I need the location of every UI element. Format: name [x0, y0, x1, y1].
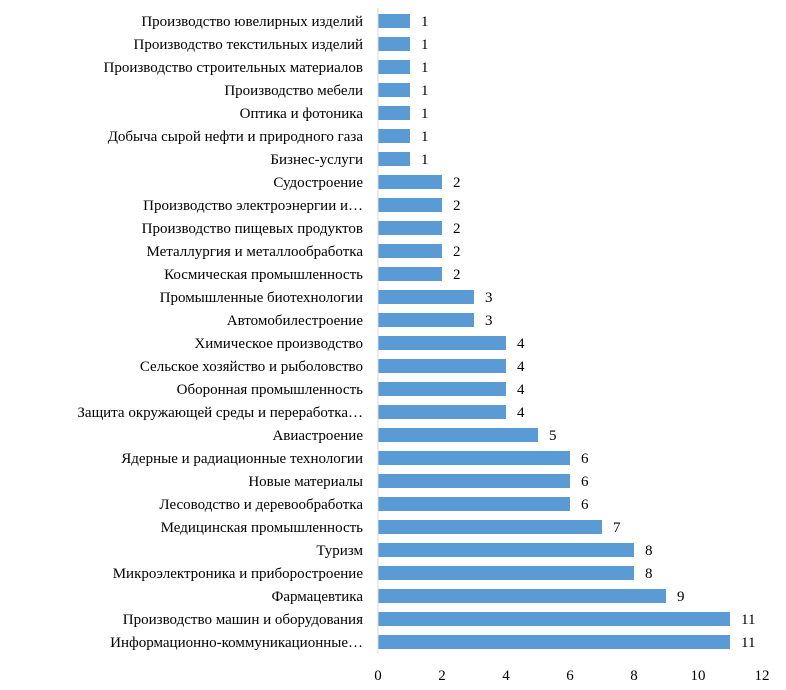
bar [378, 221, 442, 235]
data-label: 2 [453, 175, 461, 191]
bar [378, 313, 474, 327]
data-label: 1 [421, 14, 429, 30]
x-tick-label: 2 [438, 668, 446, 684]
bar [378, 405, 506, 419]
bar [378, 267, 442, 281]
bar [378, 612, 730, 626]
data-label: 6 [581, 474, 589, 490]
category-label: Металлургия и металлообработка [146, 244, 363, 260]
category-label: Добыча сырой нефти и природного газа [108, 129, 364, 145]
data-label: 8 [645, 543, 653, 559]
category-label: Туризм [316, 543, 363, 559]
data-label: 8 [645, 566, 653, 582]
category-label: Производство ювелирных изделий [141, 14, 363, 30]
category-label: Производство мебели [224, 83, 363, 99]
category-label: Оборонная промышленность [177, 382, 363, 398]
bar [378, 336, 506, 350]
data-label: 2 [453, 198, 461, 214]
category-label: Производство строительных материалов [104, 60, 363, 76]
category-label: Лесоводство и деревообработка [159, 497, 363, 513]
category-label: Сельское хозяйство и рыболовство [140, 359, 363, 375]
x-tick-label: 0 [374, 668, 382, 684]
data-label: 2 [453, 244, 461, 260]
category-labels: Производство ювелирных изделий Производст… [77, 14, 363, 651]
data-label: 11 [741, 635, 755, 651]
data-label: 1 [421, 83, 429, 99]
x-tick-label: 10 [691, 668, 706, 684]
bar [378, 428, 538, 442]
category-label: Авиастроение [272, 428, 363, 444]
category-label: Автомобилестроение [227, 313, 364, 329]
x-tick-label: 6 [566, 668, 574, 684]
category-label: Защита окружающей среды и переработка… [77, 405, 363, 421]
x-axis-tick-labels: 0 2 4 6 8 10 12 [374, 668, 769, 684]
bar [378, 106, 410, 120]
bar [378, 451, 570, 465]
bar [378, 129, 410, 143]
data-label: 6 [581, 451, 589, 467]
bar [378, 198, 442, 212]
data-label: 11 [741, 612, 755, 628]
data-label: 6 [581, 497, 589, 513]
x-tick-label: 4 [502, 668, 510, 684]
data-label: 1 [421, 129, 429, 145]
category-label: Информационно-коммуникационные… [110, 635, 363, 651]
bar [378, 37, 410, 51]
data-label: 3 [485, 313, 493, 329]
category-label: Бизнес-услуги [270, 152, 363, 168]
bar [378, 244, 442, 258]
bar [378, 382, 506, 396]
bar [378, 175, 442, 189]
category-label: Ядерные и радиационные технологии [121, 451, 363, 467]
data-label: 7 [613, 520, 621, 536]
data-label: 3 [485, 290, 493, 306]
data-label: 1 [421, 152, 429, 168]
bar [378, 497, 570, 511]
category-label: Микроэлектроника и приборостроение [113, 566, 364, 582]
category-label: Космическая промышленность [164, 267, 363, 283]
data-label: 4 [517, 405, 525, 421]
bar [378, 543, 634, 557]
data-label: 4 [517, 336, 525, 352]
category-label: Химическое производство [194, 336, 363, 352]
category-label: Судостроение [273, 175, 363, 191]
bar [378, 566, 634, 580]
category-label: Медицинская промышленность [161, 520, 364, 536]
category-label: Производство пищевых продуктов [142, 221, 363, 237]
bar [378, 14, 410, 28]
bar [378, 359, 506, 373]
category-label: Промышленные биотехнологии [160, 290, 363, 306]
category-label: Оптика и фотоника [240, 106, 364, 122]
data-label: 4 [517, 382, 525, 398]
bar [378, 635, 730, 649]
bar [378, 474, 570, 488]
data-label: 2 [453, 267, 461, 283]
bar [378, 520, 602, 534]
data-label: 4 [517, 359, 525, 375]
data-label: 5 [549, 428, 557, 444]
bar [378, 152, 410, 166]
category-label: Новые материалы [248, 474, 363, 490]
bar [378, 589, 666, 603]
data-label: 1 [421, 37, 429, 53]
data-label: 9 [677, 589, 685, 605]
category-label: Производство машин и оборудования [123, 612, 363, 628]
data-label: 1 [421, 106, 429, 122]
data-label: 2 [453, 221, 461, 237]
bar [378, 290, 474, 304]
bar [378, 83, 410, 97]
x-tick-label: 12 [755, 668, 770, 684]
category-label: Фармацевтика [271, 589, 363, 605]
category-label: Производство электроэнергии и… [143, 198, 363, 214]
data-label: 1 [421, 60, 429, 76]
x-tick-label: 8 [630, 668, 638, 684]
bars-group [378, 14, 730, 649]
category-label: Производство текстильных изделий [134, 37, 363, 53]
bar [378, 60, 410, 74]
